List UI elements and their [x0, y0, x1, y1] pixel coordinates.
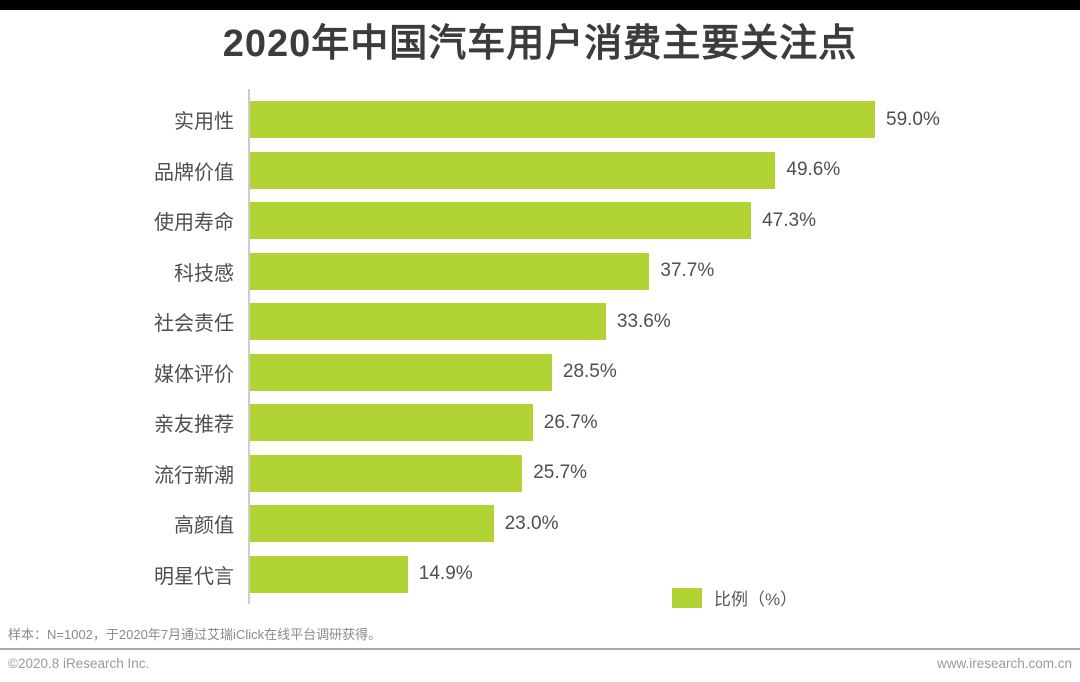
bar-row: 高颜值 23.0%	[0, 499, 1080, 550]
bars-container: 实用性 59.0% 品牌价值 49.6% 使用寿命 47.3% 科技感 37.7% 社会责任 33…	[0, 95, 1080, 600]
bar-row: 实用性 59.0%	[0, 95, 1080, 146]
category-label: 使用寿命	[154, 212, 234, 235]
value-label: 49.6%	[786, 159, 841, 181]
footer-divider	[0, 647, 1080, 650]
legend-color-swatch	[672, 587, 702, 608]
bar-track: 28.5%	[250, 347, 1080, 398]
bar-track: 25.7%	[250, 448, 1080, 499]
value-label: 59.0%	[886, 108, 940, 130]
bar-track: 33.6%	[250, 297, 1080, 348]
bar-row: 媒体评价 28.5%	[0, 347, 1080, 398]
bar	[250, 252, 650, 290]
category-label: 科技感	[174, 262, 234, 285]
category-label: 社会责任	[154, 313, 234, 336]
bar	[250, 454, 523, 492]
bar	[250, 353, 552, 391]
website-text: www.iresearch.com.cn	[936, 655, 1072, 671]
bar-row: 社会责任 33.6%	[0, 297, 1080, 348]
bar	[250, 404, 533, 442]
bar-row: 科技感 37.7%	[0, 246, 1080, 297]
bar-track: 59.0%	[250, 95, 1080, 146]
bar-track: 14.9%	[250, 549, 1080, 600]
bar-row: 使用寿命 47.3%	[0, 196, 1080, 247]
chart-legend: 比例（%）	[672, 587, 1080, 610]
chart-title: 2020年中国汽车用户消费主要关注点	[222, 23, 858, 65]
category-label: 高颜值	[174, 515, 234, 538]
bar-track: 37.7%	[250, 246, 1080, 297]
bar	[250, 555, 408, 593]
bar	[250, 151, 776, 189]
value-label: 47.3%	[762, 209, 816, 231]
bar-track: 26.7%	[250, 398, 1080, 449]
bar	[250, 101, 875, 139]
value-label: 37.7%	[660, 260, 715, 282]
bar-row: 品牌价值 49.6%	[0, 145, 1080, 196]
category-label: 实用性	[174, 111, 234, 134]
bar	[250, 505, 494, 543]
value-label: 26.7%	[543, 411, 598, 433]
category-label: 媒体评价	[154, 363, 234, 386]
legend-label: 比例（%）	[714, 590, 798, 610]
category-label: 品牌价值	[154, 161, 234, 184]
copyright-text: ©2020.8 iResearch Inc.	[8, 655, 150, 671]
bar-row: 明星代言 14.9%	[0, 549, 1080, 600]
bar	[250, 303, 606, 341]
value-label: 23.0%	[504, 512, 559, 534]
category-label: 亲友推荐	[154, 414, 234, 437]
footer-bar: ©2020.8 iResearch Inc. www.iresearch.com…	[0, 650, 1080, 671]
bar-row: 亲友推荐 26.7%	[0, 398, 1080, 449]
category-label: 明星代言	[154, 565, 234, 588]
value-label: 14.9%	[418, 563, 473, 585]
bar-track: 23.0%	[250, 499, 1080, 550]
sample-footnote: 样本：N=1002，于2020年7月通过艾瑞iClick在线平台调研获得。	[8, 626, 382, 642]
bar-chart: 实用性 59.0% 品牌价值 49.6% 使用寿命 47.3% 科技感 37.7% 社会责任 33…	[0, 88, 1080, 604]
category-label: 流行新潮	[154, 464, 234, 487]
bar-track: 47.3%	[250, 196, 1080, 247]
value-label: 33.6%	[616, 310, 671, 332]
bar-track: 49.6%	[250, 145, 1080, 196]
top-black-bar	[0, 0, 1080, 10]
bar-row: 流行新潮 25.7%	[0, 448, 1080, 499]
bar	[250, 202, 752, 240]
value-label: 25.7%	[533, 462, 588, 484]
value-label: 28.5%	[562, 361, 617, 383]
